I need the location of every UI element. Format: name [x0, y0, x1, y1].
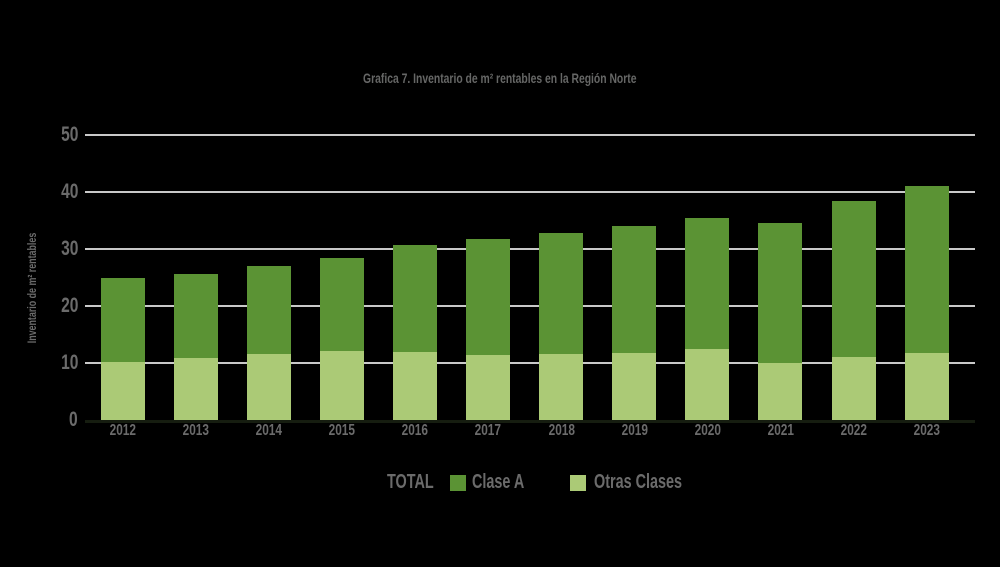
y-tick-label-50: 50 [36, 122, 78, 146]
bar-segment-otras-clases-2019 [612, 353, 657, 421]
x-tick-label-2012: 2012 [91, 423, 155, 439]
y-tick-text: 50 [60, 122, 78, 146]
y-tick-text: 10 [60, 350, 78, 374]
bar-segment-clase-a-2022 [831, 201, 876, 357]
legend-label-clase-a: Clase A [472, 471, 525, 493]
legend-label-otras-clases: Otras Clases [594, 471, 683, 493]
y-tick-text: 20 [60, 293, 78, 317]
x-tick-label-2022: 2022 [822, 423, 886, 439]
y-tick-label-30: 30 [36, 236, 78, 260]
x-tick-text: 2014 [255, 422, 283, 439]
x-tick-label-2016: 2016 [383, 423, 447, 439]
legend-item-total: TOTAL [387, 472, 452, 492]
x-tick-label-2017: 2017 [456, 423, 520, 439]
x-tick-text: 2017 [475, 422, 502, 439]
x-axis-line [85, 420, 975, 423]
y-tick-label-10: 10 [36, 350, 78, 374]
bar-segment-otras-clases-2018 [539, 353, 584, 421]
gridline-10 [85, 361, 975, 364]
gridline-40 [85, 190, 975, 193]
bar-segment-clase-a-2023 [904, 185, 949, 354]
x-tick-text: 2015 [328, 422, 356, 439]
gridline-30 [85, 247, 975, 250]
bar-segment-clase-a-2020 [685, 217, 730, 349]
x-tick-label-2018: 2018 [529, 423, 593, 439]
x-tick-label-2013: 2013 [164, 423, 228, 439]
bar-segment-clase-a-2013 [174, 274, 219, 359]
legend-swatch-clase-a [450, 475, 466, 491]
bar-segment-clase-a-2021 [758, 222, 803, 363]
bar-segment-otras-clases-2012 [101, 361, 145, 421]
bar-segment-otras-clases-2021 [758, 362, 803, 421]
x-tick-text: 2019 [621, 422, 648, 439]
bar-segment-otras-clases-2017 [466, 355, 511, 421]
y-tick-text: 0 [69, 408, 78, 431]
bar-segment-clase-a-2012 [101, 278, 145, 362]
bar-segment-otras-clases-2015 [320, 350, 365, 421]
chart-title: Grafica 7. Inventario de m² rentables en… [363, 70, 637, 86]
bar-segment-clase-a-2018 [539, 233, 584, 354]
y-tick-label-20: 20 [36, 293, 78, 317]
legend-swatch-otras-clases [570, 475, 586, 491]
x-tick-text: 2018 [548, 422, 575, 439]
bar-segment-otras-clases-2014 [247, 354, 292, 421]
bar-segment-otras-clases-2023 [904, 353, 949, 421]
x-tick-label-2019: 2019 [602, 423, 666, 439]
bar-segment-otras-clases-2022 [831, 356, 876, 421]
legend-item-otras-clases: Otras Clases [594, 472, 716, 492]
bar-segment-otras-clases-2013 [174, 358, 219, 421]
y-tick-text: 40 [60, 179, 78, 203]
legend: TOTAL Clase A Otras Clases [0, 472, 1000, 494]
bar-segment-clase-a-2016 [393, 244, 438, 353]
bar-segment-clase-a-2014 [247, 265, 292, 355]
bar-segment-clase-a-2015 [320, 258, 365, 351]
x-tick-label-2021: 2021 [748, 423, 812, 439]
x-tick-label-2020: 2020 [675, 423, 739, 439]
x-tick-text: 2020 [694, 422, 721, 439]
x-tick-text: 2022 [840, 422, 867, 439]
gridline-20 [85, 304, 975, 307]
bar-segment-clase-a-2019 [612, 225, 657, 354]
bar-segment-clase-a-2017 [466, 239, 511, 356]
bar-segment-otras-clases-2020 [685, 348, 730, 421]
bar-segment-otras-clases-2016 [393, 352, 438, 421]
legend-label-total: TOTAL [387, 471, 434, 493]
y-tick-label-40: 40 [36, 179, 78, 203]
x-tick-label-2015: 2015 [310, 423, 374, 439]
x-tick-text: 2021 [767, 422, 794, 439]
x-tick-label-2014: 2014 [237, 423, 301, 439]
y-tick-text: 30 [60, 236, 78, 260]
x-tick-label-2023: 2023 [895, 423, 959, 439]
x-tick-text: 2013 [182, 422, 210, 439]
legend-item-clase-a: Clase A [472, 472, 545, 492]
gridline-50 [85, 133, 975, 136]
x-tick-text: 2023 [913, 422, 940, 439]
x-tick-text: 2016 [402, 422, 429, 439]
y-tick-label-0: 0 [36, 409, 78, 431]
chart-title-row: Grafica 7. Inventario de m² rentables en… [0, 70, 1000, 86]
x-tick-text: 2012 [109, 422, 137, 439]
